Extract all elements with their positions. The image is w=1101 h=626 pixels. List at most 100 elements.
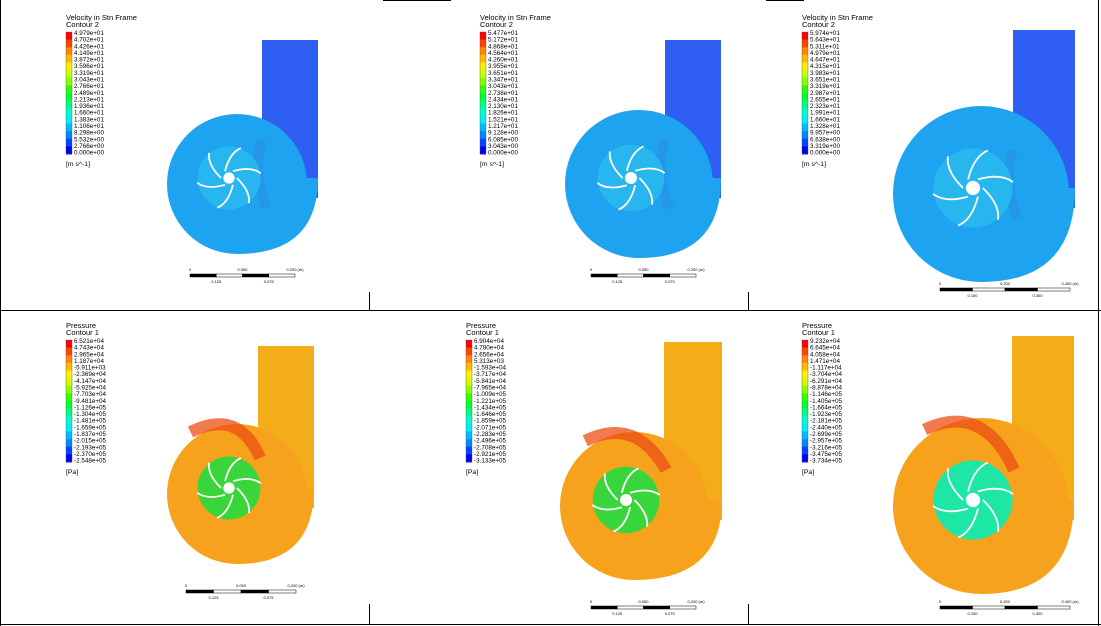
colorbar-segment <box>480 62 486 71</box>
impeller-blade <box>946 468 964 501</box>
legend-tick-label: 3.319e+01 <box>74 70 104 77</box>
colorbar-segment <box>66 362 72 371</box>
colorbar-segment <box>466 362 472 371</box>
impeller-blade <box>207 152 222 179</box>
scalebar-segment <box>213 589 242 594</box>
legend-tick-label: 2.655e+01 <box>810 96 840 103</box>
legend-subtitle: Contour 2 <box>802 20 835 29</box>
legend-tick-label: -1.126e+05 <box>74 404 107 411</box>
scalebar-label-end: 0.200 (m) <box>687 599 705 604</box>
colorbar-segment <box>66 385 72 394</box>
legend-tick-label: -2.957e+05 <box>810 438 843 445</box>
legend-tick-label: -2.181e+05 <box>810 418 843 425</box>
grid-border-bottom <box>0 624 1101 625</box>
legend-subtitle: Contour 2 <box>480 20 513 29</box>
grid-border-col2-bottom <box>748 604 749 624</box>
colorbar-segment <box>480 77 486 86</box>
impeller-blade <box>634 167 666 174</box>
legend-tick-label: -1.434e+05 <box>474 404 507 411</box>
legend-tick-label: -4.147e+04 <box>74 378 107 385</box>
colorbar-segment <box>466 347 472 356</box>
legend-tick-label: 4.260e+01 <box>488 57 518 64</box>
colorbar-segment <box>802 47 808 56</box>
legend-unit: [m s^-1] <box>66 161 90 168</box>
colorbar-segment <box>802 93 808 102</box>
impeller-blade <box>932 193 969 201</box>
legend-tick-label: 4.979e+01 <box>74 30 104 37</box>
legend-tick-label: -2.015e+05 <box>74 438 107 445</box>
legend-title: Pressure <box>802 321 832 330</box>
legend-tick-label: 3.983e+01 <box>810 70 840 77</box>
colorbar-segment <box>466 355 472 364</box>
colorbar-segment <box>802 439 808 448</box>
legend-tick-label: 2.656e+04 <box>474 351 504 358</box>
impeller-blade <box>224 457 242 482</box>
legend-subtitle: Contour 2 <box>66 20 99 29</box>
impeller-hub <box>223 172 235 184</box>
colorbar-segment <box>66 340 72 349</box>
volute-throat <box>237 178 318 254</box>
legend-title: Velocity in Stn Frame <box>480 13 551 22</box>
legend-unit: [m s^-1] <box>802 161 826 168</box>
impeller-blade <box>591 504 623 511</box>
impeller-blade <box>232 168 262 175</box>
legend-tick-label: 1.187e+04 <box>74 358 104 365</box>
legend-tick-label: -1.146e+05 <box>810 391 843 398</box>
colorbar-segment <box>66 123 72 132</box>
legend-tick-label: 2.323e+01 <box>810 103 840 110</box>
legend-tick-label: -1.117e+04 <box>810 365 842 372</box>
scalebar-label-start: 0 <box>939 281 942 286</box>
colorbar-segment <box>802 100 808 109</box>
colorbar-segment <box>466 423 472 432</box>
impeller-blade <box>603 473 619 501</box>
grid-border-top-segment-2 <box>766 0 804 1</box>
legend-title: Pressure <box>466 321 496 330</box>
colorbar-segment <box>66 401 72 410</box>
colorbar-segment <box>480 115 486 124</box>
volute-throat <box>237 488 314 564</box>
legend-tick-label: 5.974e+01 <box>810 30 840 37</box>
scalebar-segment <box>643 273 670 278</box>
scalebar-segment <box>590 273 618 278</box>
scalebar-label-sub2: 0.075 <box>263 595 274 600</box>
colorbar-segment <box>480 131 486 140</box>
impeller-blade <box>967 461 989 492</box>
impeller-blade <box>957 196 979 227</box>
colorbar-segment <box>66 431 72 440</box>
impeller-blade <box>613 506 632 533</box>
legend-tick-label: 1.521e+01 <box>488 116 518 123</box>
legend-unit: [m s^-1] <box>480 161 504 168</box>
legend-tick-label: 2.738e+01 <box>488 90 518 97</box>
legend-tick-label: -6.291e+04 <box>810 378 843 385</box>
legend-tick-label: 3.651e+01 <box>810 76 840 83</box>
colorbar-frame <box>465 339 473 463</box>
legend-tick-label: 2.130e+01 <box>488 103 518 110</box>
high-pressure-zone <box>582 427 672 474</box>
scalebar-label-end: 0.200 (m) <box>687 267 705 272</box>
impeller-blade <box>932 505 969 513</box>
scalebar-segment <box>972 605 1006 610</box>
impeller-blade <box>982 499 1000 532</box>
scalebar-label-mid: 0.200 <box>1000 599 1011 604</box>
impeller-blade <box>625 145 644 172</box>
legend-tick-label: -3.133e+05 <box>474 458 507 465</box>
legend-tick-label: 5.311e+01 <box>810 43 840 50</box>
legend-tick-label: 1.106e+01 <box>74 123 104 130</box>
colorbar-segment <box>480 54 486 63</box>
colorbar-frame <box>65 339 73 463</box>
colorbar-segment <box>802 39 808 48</box>
colorbar-frame <box>479 31 487 155</box>
colorbar-frame <box>65 31 73 155</box>
legend-tick-label: -7.703e+04 <box>74 391 107 398</box>
colorbar-segment <box>802 362 808 371</box>
scalebar-label-sub1: 0.125 <box>208 595 219 600</box>
colorbar-segment <box>66 416 72 425</box>
legend-tick-label: -2.440e+05 <box>810 424 843 431</box>
colorbar-segment <box>466 439 472 448</box>
colorbar-segment <box>66 100 72 109</box>
legend-tick-label: 0.000e+00 <box>488 150 518 157</box>
legend-tick-label: -1.009e+05 <box>474 391 507 398</box>
colorbar-segment <box>802 340 808 349</box>
scalebar-segment <box>240 589 269 594</box>
